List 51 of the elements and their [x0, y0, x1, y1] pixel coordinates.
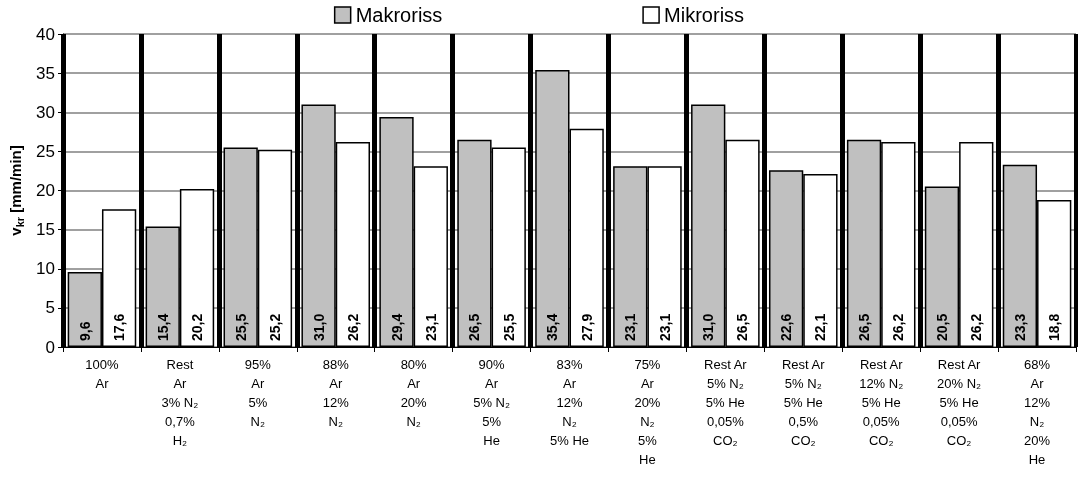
data-label: 35,4 — [544, 313, 561, 341]
y-tick-label: 20 — [36, 181, 55, 200]
data-label: 26,2 — [968, 313, 985, 341]
legend-label: Makroriss — [355, 4, 443, 26]
data-label: 23,3 — [1011, 313, 1028, 341]
data-label: 23,1 — [422, 313, 439, 341]
x-tick-label: 80% Ar 20% N₂ — [400, 357, 428, 429]
data-label: 25,2 — [266, 313, 283, 341]
x-tick-label: 90% Ar 5% N₂ 5% He — [473, 357, 510, 448]
x-tick-label: 95% Ar 5% N₂ — [244, 357, 272, 429]
data-label: 31,0 — [310, 313, 327, 341]
y-tick-label: 10 — [36, 259, 55, 279]
y-tick-label: 5 — [45, 298, 55, 318]
data-label: 31,0 — [700, 313, 717, 341]
data-label: 20,5 — [933, 313, 950, 341]
data-label: 15,4 — [154, 313, 171, 341]
x-tick-label: Rest Ar 5% N₂ 5% He 0,5% CO₂ — [781, 357, 826, 448]
data-label: 26,2 — [344, 313, 361, 341]
data-label: 26,5 — [734, 313, 751, 341]
x-tick-label: Rest Ar 20% N₂ 5% He 0,05% CO₂ — [937, 357, 982, 448]
y-tick-label: 30 — [36, 102, 55, 122]
legend-label: Mikroriss — [664, 4, 745, 26]
data-label: 25,5 — [232, 313, 249, 341]
y-tick-label: 25 — [36, 141, 55, 161]
y-tick-label: 40 — [36, 24, 55, 44]
y-tick-label: 15 — [36, 220, 55, 240]
x-tick-label: 83% Ar 12% N₂ 5% He — [549, 357, 590, 448]
data-label: 18,8 — [1046, 313, 1063, 341]
x-tick-label: 75% Ar 20% N₂ 5% He — [634, 357, 661, 467]
x-tick-label: Rest Ar 3% N₂ 0,7% H₂ — [161, 357, 199, 448]
data-label: 26,2 — [890, 313, 907, 341]
data-label: 23,1 — [656, 313, 673, 341]
data-label: 22,6 — [778, 313, 795, 341]
data-label: 27,9 — [578, 313, 595, 341]
y-tick-label: 35 — [36, 63, 55, 83]
y-tick-label: 0 — [45, 337, 55, 357]
data-label: 26,5 — [466, 313, 483, 341]
data-label: 9,6 — [76, 321, 93, 341]
x-tick-label: Rest Ar 5% N₂ 5% He 0,05% CO₂ — [704, 357, 748, 448]
data-label: 23,1 — [622, 313, 639, 341]
data-label: 25,5 — [500, 313, 517, 341]
data-label: 20,2 — [189, 313, 206, 341]
x-tick-label: Rest Ar 12% N₂ 5% He 0,05% CO₂ — [859, 357, 904, 448]
x-tick-label: 88% Ar 12% N₂ — [322, 357, 350, 429]
data-label: 29,4 — [388, 313, 405, 341]
y-axis-title: vkr [mm/min] — [7, 145, 26, 236]
x-tick-label: 100% Ar — [85, 357, 120, 391]
data-label: 26,5 — [856, 313, 873, 341]
data-label: 22,1 — [812, 313, 829, 341]
data-label: 17,6 — [111, 313, 128, 341]
x-tick-label: 68% Ar 12% N₂ 20% He — [1024, 357, 1051, 467]
